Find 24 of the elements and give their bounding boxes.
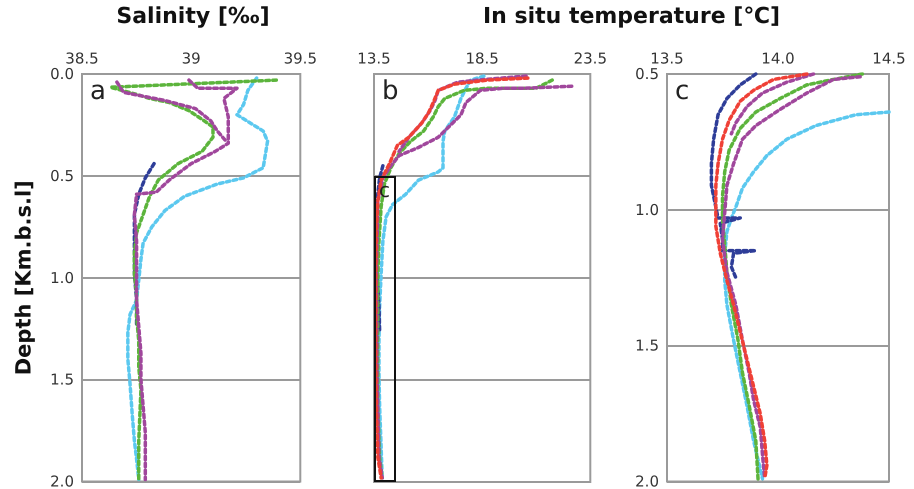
chart-title: In situ temperature [℃]	[482, 4, 780, 29]
annotation: b	[382, 76, 399, 106]
x-tick-label: 18.5	[465, 50, 499, 68]
y-tick-label: 2.0	[635, 472, 659, 489]
x-tick-label: 39	[182, 50, 201, 68]
annotation: c	[675, 76, 690, 106]
y-tick-label: 0.5	[50, 166, 74, 185]
chart-title: Salinity [‰]	[116, 4, 270, 29]
y-tick-label: 0.5	[635, 65, 659, 83]
x-tick-label: 13.5	[357, 50, 391, 68]
x-tick-label: 23.5	[574, 50, 608, 68]
y-tick-label: 1.0	[635, 200, 659, 219]
x-tick-label: 13.5	[650, 50, 684, 68]
y-tick-label: 1.5	[50, 370, 74, 389]
y-axis-title: Depth [Km.b.s.l]	[12, 180, 36, 376]
x-tick-label: 38.5	[65, 50, 99, 68]
x-tick-label: 39.5	[284, 50, 318, 68]
y-tick-label: 1.0	[50, 268, 74, 287]
y-tick-label: 0.0	[50, 65, 74, 83]
y-tick-label: 2.0	[50, 472, 74, 489]
y-tick-label: 1.5	[635, 336, 659, 355]
annotation: a	[90, 76, 106, 106]
x-tick-label: 14.5	[872, 50, 906, 68]
x-tick-label: 14.0	[761, 50, 795, 68]
